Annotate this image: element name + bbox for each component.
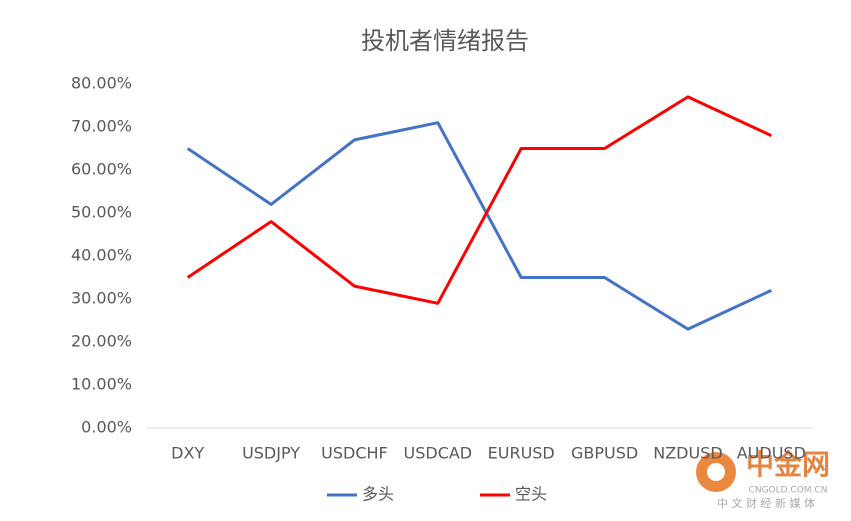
y-tick-label: 10.00% <box>71 375 132 394</box>
y-tick-label: 40.00% <box>71 246 132 265</box>
series-line <box>186 95 772 305</box>
watermark: 中金网 CNGOLD.COM.CN 中 文 财 经 新 媒 体 <box>696 448 830 510</box>
x-tick-label: AUDUSD <box>737 444 806 463</box>
y-tick-label: 70.00% <box>71 117 132 136</box>
x-tick-label: NZDUSD <box>653 444 722 463</box>
x-tick-label: USDCHF <box>321 444 388 463</box>
chart-title: 投机者情绪报告 <box>361 27 529 55</box>
legend-label: 空头 <box>515 485 547 504</box>
series-line <box>186 121 772 331</box>
y-tick-label: 30.00% <box>71 289 132 308</box>
y-tick-label: 60.00% <box>71 160 132 179</box>
x-tick-label: EURUSD <box>488 444 555 463</box>
y-tick-label: 0.00% <box>81 418 132 437</box>
watermark-url: CNGOLD.COM.CN <box>749 486 828 496</box>
watermark-tagline: 中 文 财 经 新 媒 体 <box>717 496 815 510</box>
x-tick-label: DXY <box>171 444 204 463</box>
x-tick-label: GBPUSD <box>571 444 638 463</box>
y-tick-label: 50.00% <box>71 203 132 222</box>
x-tick-label: USDCAD <box>404 444 473 463</box>
watermark-logo-inner <box>707 463 725 481</box>
watermark-name: 中金网 <box>746 448 830 481</box>
x-tick-label: USDJPY <box>242 444 300 463</box>
y-tick-label: 80.00% <box>71 74 132 93</box>
y-tick-label: 20.00% <box>71 332 132 351</box>
legend-label: 多头 <box>362 485 394 504</box>
